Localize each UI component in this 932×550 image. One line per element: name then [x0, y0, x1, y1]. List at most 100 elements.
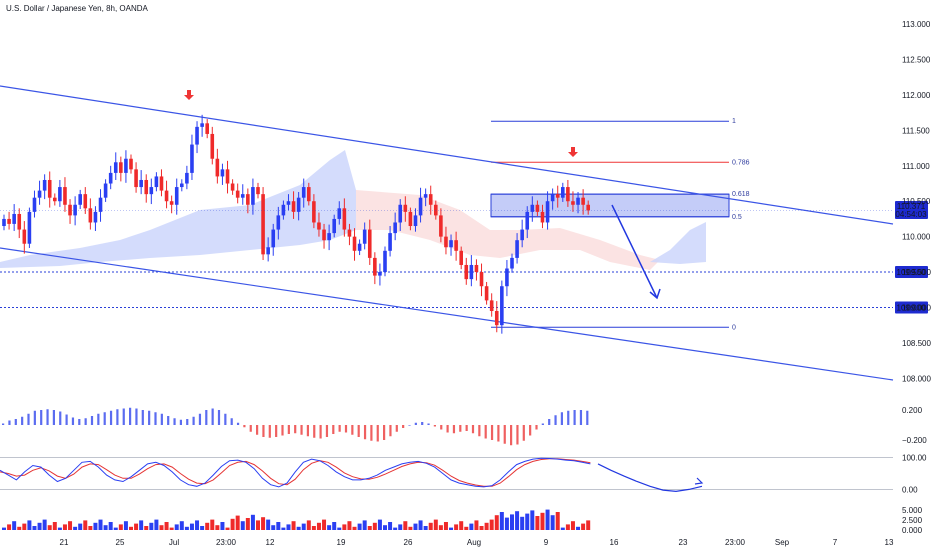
candle-body: [469, 264, 474, 280]
macd-bar: [198, 413, 202, 425]
candle-body: [53, 197, 57, 202]
candle-body: [174, 187, 179, 205]
cloud-bullish: [0, 150, 356, 268]
candle-body: [98, 197, 103, 212]
candle-body: [586, 204, 590, 211]
candle-body: [530, 204, 535, 212]
level-label-bg: [895, 266, 928, 279]
candle-body: [149, 187, 154, 195]
candle-body: [566, 187, 570, 202]
volume-bar: [530, 510, 535, 530]
macd-bar: [433, 425, 436, 427]
volume-bar: [164, 522, 169, 530]
macd-bar: [548, 419, 551, 425]
candle-body: [373, 257, 377, 276]
candle-body: [78, 194, 82, 205]
macd-bar: [440, 425, 443, 430]
candle-body: [68, 204, 72, 216]
candle-body: [83, 194, 88, 209]
volume-bar: [266, 519, 271, 530]
volume-bar: [291, 521, 296, 530]
macd-bar: [46, 409, 49, 425]
candle-body: [129, 158, 133, 170]
volume-bar: [215, 525, 220, 530]
candle-body: [494, 311, 499, 326]
macd-bar: [287, 425, 290, 434]
horizontal-levels[interactable]: 109.500 109.000: [0, 266, 928, 314]
macd-bar: [224, 413, 227, 425]
macd-bar: [27, 413, 30, 425]
volume-bar: [113, 527, 118, 530]
macd-bar: [116, 409, 119, 425]
time-tick-label: 25: [116, 538, 125, 547]
trend-channel[interactable]: [0, 85, 894, 381]
candle-body: [220, 169, 225, 177]
price-tick-label: 110.000: [902, 233, 931, 242]
volume-bar: [504, 517, 509, 530]
volume-bar: [327, 525, 332, 530]
candle-body: [42, 179, 47, 191]
volume-bar: [7, 524, 12, 530]
volume-bar: [301, 523, 306, 530]
volume-bar: [474, 520, 479, 530]
time-axis[interactable]: 21 25 Jul 23:00 12 19 26 Aug 9 16 23 23:00 Sep 7 13: [60, 538, 894, 547]
candle-body: [200, 123, 204, 127]
candle-body: [164, 190, 169, 202]
macd-bar: [402, 425, 405, 428]
volume-bar: [352, 526, 357, 530]
macd-bar: [84, 418, 87, 425]
macd-bar: [529, 425, 532, 436]
candle-body: [276, 215, 281, 230]
volume-bar: [93, 522, 98, 530]
macd-bar: [471, 425, 475, 434]
volume-bar: [413, 523, 418, 530]
macd-bar: [236, 422, 240, 425]
macd-bar: [173, 418, 176, 425]
candle-body: [47, 179, 52, 198]
candle-body: [93, 211, 98, 223]
fib-retracement[interactable]: 1 0.786 0.618 0.5 0: [490, 118, 750, 331]
level-label-bg: [895, 301, 928, 314]
macd-bar: [192, 416, 195, 425]
volume-bar: [383, 525, 387, 530]
time-tick-label: 12: [266, 538, 275, 547]
candle-body: [27, 211, 32, 244]
macd-bar: [376, 425, 379, 442]
macd-bar: [90, 416, 94, 425]
macd-bar: [510, 425, 513, 446]
candle-body: [317, 222, 321, 230]
candle-body: [362, 229, 367, 244]
volume-bar: [68, 521, 73, 530]
price-axis[interactable]: 113.000 112.500 112.000 111.500 111.000 110.5…: [902, 20, 931, 383]
volume-bar: [78, 523, 83, 530]
volume-bar: [27, 520, 32, 530]
macd-bar: [205, 410, 208, 425]
volume-bar: [276, 522, 281, 530]
candle-body: [154, 176, 159, 188]
price-tick-label: 109.500: [902, 268, 931, 277]
volume-bar: [428, 522, 433, 530]
stoch-projection-arrowhead: [694, 477, 704, 485]
volume-bar: [449, 527, 454, 530]
macd-bar: [65, 414, 68, 425]
volume-bar: [322, 519, 327, 530]
volume-bar: [433, 519, 438, 530]
candle-body: [322, 229, 326, 241]
candle-body: [393, 222, 397, 234]
candle-body: [378, 272, 382, 276]
macd-bar: [535, 425, 538, 430]
macd-bar: [103, 412, 106, 425]
volume-bar: [408, 526, 413, 530]
macd-bar: [446, 425, 449, 433]
candle-body: [367, 229, 372, 258]
candle-body: [271, 229, 276, 248]
macd-tick-label: 0.200: [902, 406, 923, 415]
candle-body: [113, 162, 118, 173]
level-label: 109.500: [897, 268, 926, 277]
volume-bar: [464, 526, 469, 530]
volume-tick-label: 5.000: [902, 506, 923, 515]
volume-bar: [184, 526, 189, 530]
